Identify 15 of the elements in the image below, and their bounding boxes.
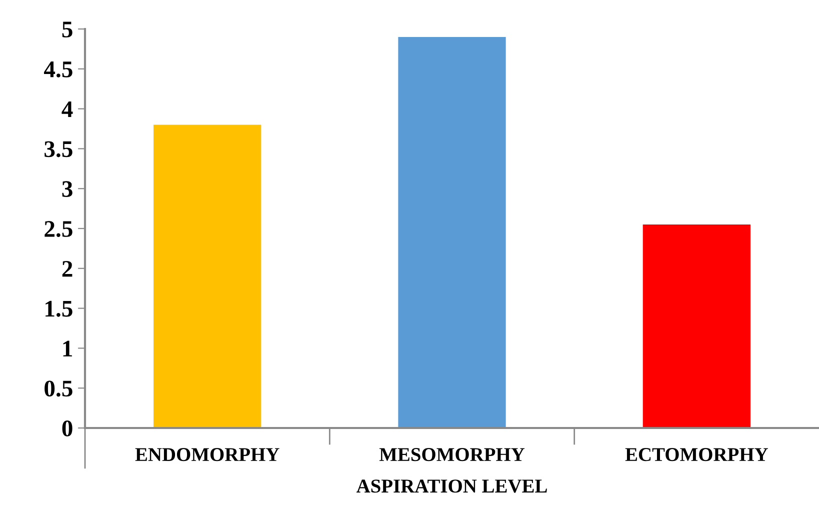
x-tick-label: MESOMORPHY — [379, 448, 525, 462]
y-tick-label: 4.5 — [44, 62, 72, 78]
y-tick-label: 1 — [63, 340, 72, 356]
y-tick-label: 2 — [62, 260, 72, 277]
y-tick-label: 3.5 — [44, 141, 72, 158]
x-axis-title: ASPIRATION LEVEL — [356, 480, 547, 493]
y-tick-label: 5 — [62, 22, 72, 38]
y-tick-label: 0 — [62, 420, 72, 436]
y-tick-label: 2.5 — [44, 221, 72, 238]
y-tick-label: 1.5 — [46, 300, 72, 317]
x-tick-label: ENDOMORPHY — [135, 448, 280, 462]
y-tick-label: 3 — [62, 181, 72, 198]
y-tick-label: 0.5 — [44, 380, 72, 397]
x-tick-label: ECTOMORPHY — [625, 448, 768, 462]
y-tick-label: 4 — [62, 101, 73, 117]
